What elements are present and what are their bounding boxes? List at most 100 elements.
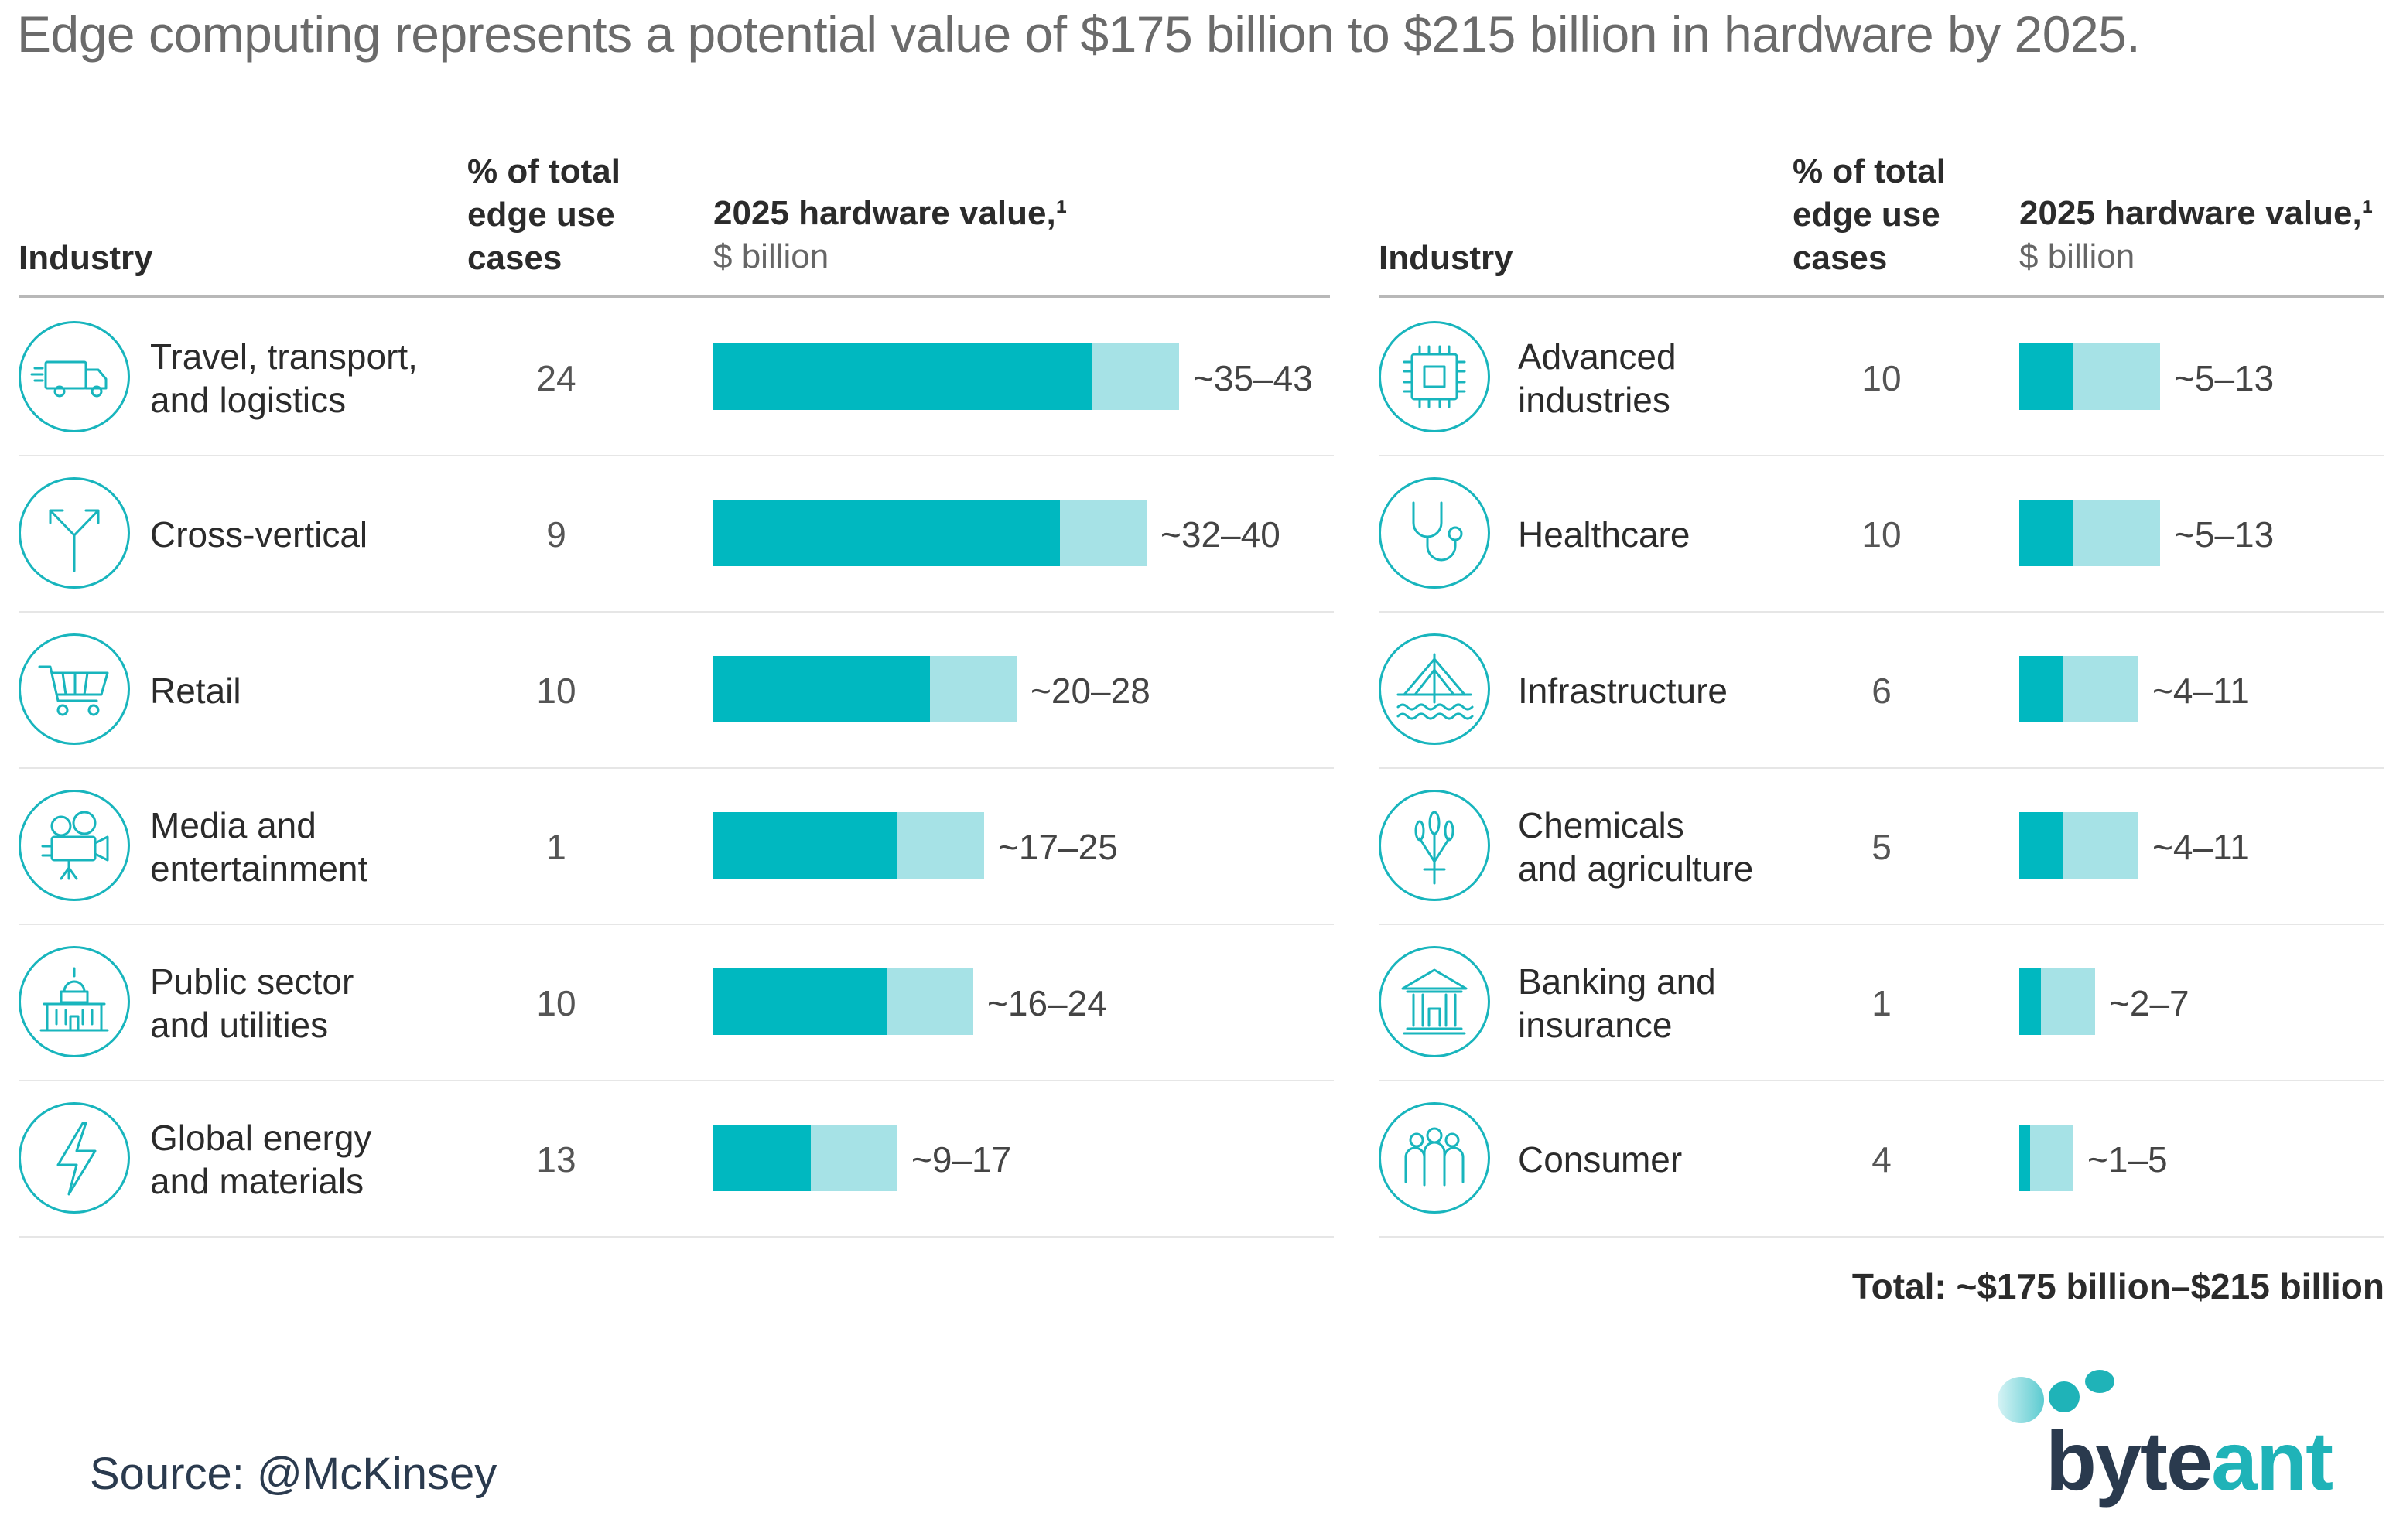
industry-name: Cross-vertical (150, 514, 368, 555)
industry-name: Retail (150, 671, 241, 711)
pct-value: 6 (1871, 671, 1892, 711)
table-row: Media and entertainment 1 ~17–25 (19, 769, 1334, 925)
row-divider (1379, 924, 2384, 925)
row-divider (19, 767, 1334, 769)
bridge-icon (1379, 633, 1490, 745)
bar-high (2063, 812, 2138, 879)
industry-header: Industry (1379, 239, 1513, 277)
pct-value: 10 (536, 671, 576, 711)
chart-title: Edge computing represents a potential va… (17, 5, 2141, 63)
range-label: ~9–17 (911, 1139, 1012, 1180)
pct-header: % of total edge use cases (467, 152, 620, 277)
stethoscope-icon (1379, 477, 1490, 589)
pct-value: 1 (1871, 983, 1892, 1023)
pct-value: 10 (1861, 358, 1902, 398)
logo-text-byte: byte (2046, 1414, 2213, 1508)
range-label: ~17–25 (998, 827, 1118, 867)
range-label: ~35–43 (1193, 358, 1313, 398)
industry-name: Chemicals and agriculture (1518, 805, 1754, 889)
industry-name: Consumer (1518, 1139, 1683, 1180)
bank-icon (1379, 946, 1490, 1057)
bar-low (2019, 812, 2063, 879)
range-label: ~5–13 (2174, 358, 2275, 398)
table-row: Cross-vertical 9 ~32–40 (19, 456, 1334, 613)
truck-icon (19, 321, 130, 432)
bar-low (713, 343, 1092, 410)
pct-value: 1 (546, 827, 566, 867)
industry-name: Banking and insurance (1518, 961, 1716, 1045)
bar-high (2063, 656, 2138, 722)
header-rule (19, 295, 1330, 298)
row-divider (1379, 1236, 2384, 1238)
table-row: Healthcare 10 ~5–13 (1379, 456, 2384, 613)
table-row: Chemicals and agriculture 5 ~4–11 (1379, 769, 2384, 925)
value-unit-header: $ billion (2019, 237, 2135, 275)
industry-name: Public sector and utilities (150, 961, 354, 1045)
bar-low (713, 968, 887, 1035)
bar-low (2019, 968, 2041, 1035)
value-header: 2025 hardware value,¹ (2019, 194, 2374, 232)
bar-low (713, 1125, 811, 1191)
logo-text-ant: ant (2211, 1414, 2333, 1508)
total-label: Total: ~$175 billion–$215 billion (1851, 1266, 2384, 1306)
bar-high (1060, 500, 1147, 566)
range-label: ~4–11 (2152, 671, 2250, 711)
range-label: ~1–5 (2087, 1139, 2168, 1180)
table-row: Retail 10 ~20–28 (19, 613, 1334, 769)
bar-low (2019, 1125, 2030, 1191)
value-header: 2025 hardware value,¹ (713, 194, 1068, 232)
range-label: ~2–7 (2109, 983, 2189, 1023)
microchip-icon (1379, 321, 1490, 432)
bar-high (2073, 343, 2160, 410)
bar-low (713, 656, 930, 722)
industry-name: Global energy and materials (150, 1118, 372, 1201)
pct-value: 9 (546, 514, 566, 555)
table-row: Public sector and utilities 10 ~16–24 (19, 925, 1334, 1081)
left-panel: Industry % of total edge use cases 2025 … (19, 147, 1338, 1245)
pct-value: 10 (1861, 514, 1902, 555)
row-divider (19, 924, 1334, 925)
pct-value: 10 (536, 983, 576, 1023)
wheat-icon (1379, 790, 1490, 901)
bar-high (887, 968, 973, 1035)
row-divider (19, 1080, 1334, 1081)
bar-high (2030, 1125, 2073, 1191)
table-row: Global energy and materials 13 ~9–17 (19, 1081, 1334, 1238)
pct-value: 4 (1871, 1139, 1892, 1180)
bar-low (713, 500, 1060, 566)
bar-high (2041, 968, 2095, 1035)
bar-high (897, 812, 984, 879)
value-unit-header: $ billion (713, 237, 829, 275)
branch-arrows-icon (19, 477, 130, 589)
row-divider (1379, 1080, 2384, 1081)
row-divider (19, 455, 1334, 456)
table-row: Travel, transport, and logistics 24 ~35–43 (19, 300, 1334, 456)
people-group-icon (1379, 1102, 1490, 1214)
bar-low (2019, 500, 2073, 566)
lightning-bolt-icon (19, 1102, 130, 1214)
industry-name: Travel, transport, and logistics (150, 336, 418, 420)
table-row: Advanced industries 10 ~5–13 (1379, 300, 2384, 456)
header-rule (1379, 295, 2384, 298)
table-row: Banking and insurance 1 ~2–7 (1379, 925, 2384, 1081)
industry-name: Infrastructure (1518, 671, 1728, 711)
range-label: ~32–40 (1160, 514, 1280, 555)
pct-value: 5 (1871, 827, 1892, 867)
source-label: Source: @McKinsey (90, 1449, 497, 1499)
video-camera-icon (19, 790, 130, 901)
bar-high (930, 656, 1017, 722)
bar-low (2019, 656, 2063, 722)
range-label: ~5–13 (2174, 514, 2275, 555)
logo-dots-icon (1998, 1370, 2114, 1423)
pct-header: % of total edge use cases (1793, 152, 1946, 277)
bar-low (2019, 343, 2073, 410)
pct-value: 24 (536, 358, 576, 398)
pct-value: 13 (536, 1139, 576, 1180)
bar-high (1092, 343, 1179, 410)
bar-high (811, 1125, 897, 1191)
right-panel: Industry % of total edge use cases 2025 … (1379, 147, 2384, 1245)
range-label: ~4–11 (2152, 827, 2250, 867)
range-label: ~16–24 (987, 983, 1107, 1023)
shopping-cart-icon (19, 633, 130, 745)
table-row: Consumer 4 ~1–5 (1379, 1081, 2384, 1238)
